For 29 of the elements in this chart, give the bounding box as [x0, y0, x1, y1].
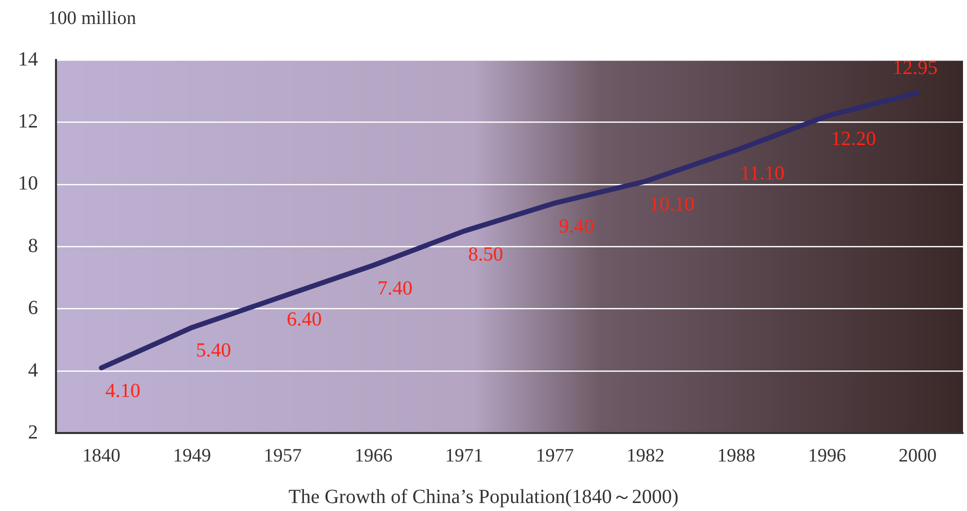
x-tick-label: 1977: [536, 446, 574, 467]
data-label: 10.10: [650, 194, 695, 216]
y-tick-label: 12: [18, 110, 38, 132]
y-tick-label: 14: [18, 48, 38, 70]
x-tick-label: 1982: [626, 446, 665, 467]
x-tick-label: 2000: [898, 446, 937, 467]
x-tick-label: 1996: [808, 446, 846, 467]
x-tick-label: 1957: [264, 446, 302, 467]
y-tick-label: 10: [18, 172, 38, 195]
data-label: 9.40: [558, 215, 594, 238]
x-tick-label: 1988: [717, 446, 756, 467]
data-label: 12.95: [892, 56, 938, 79]
y-tick-label: 8: [28, 234, 38, 257]
x-tick-label: 1949: [173, 446, 212, 467]
data-label: 8.50: [468, 243, 504, 266]
x-tick-label: 1840: [82, 446, 120, 467]
data-label: 7.40: [377, 278, 412, 300]
x-axis-title: The Growth of China’s Population(1840～2000): [288, 485, 680, 510]
y-axis-title: 100 million: [48, 8, 136, 30]
data-label: 6.40: [286, 308, 322, 331]
data-label: 11.10: [740, 162, 785, 184]
x-tick-label: 1966: [354, 446, 392, 467]
data-label: 12.20: [830, 128, 876, 150]
data-label: 4.10: [105, 380, 140, 402]
y-tick-label: 4: [28, 359, 38, 382]
x-tick-label: 1971: [445, 446, 484, 467]
y-tick-label: 6: [28, 297, 38, 320]
data-label: 5.40: [196, 340, 232, 362]
y-tick-label: 2: [28, 421, 38, 444]
